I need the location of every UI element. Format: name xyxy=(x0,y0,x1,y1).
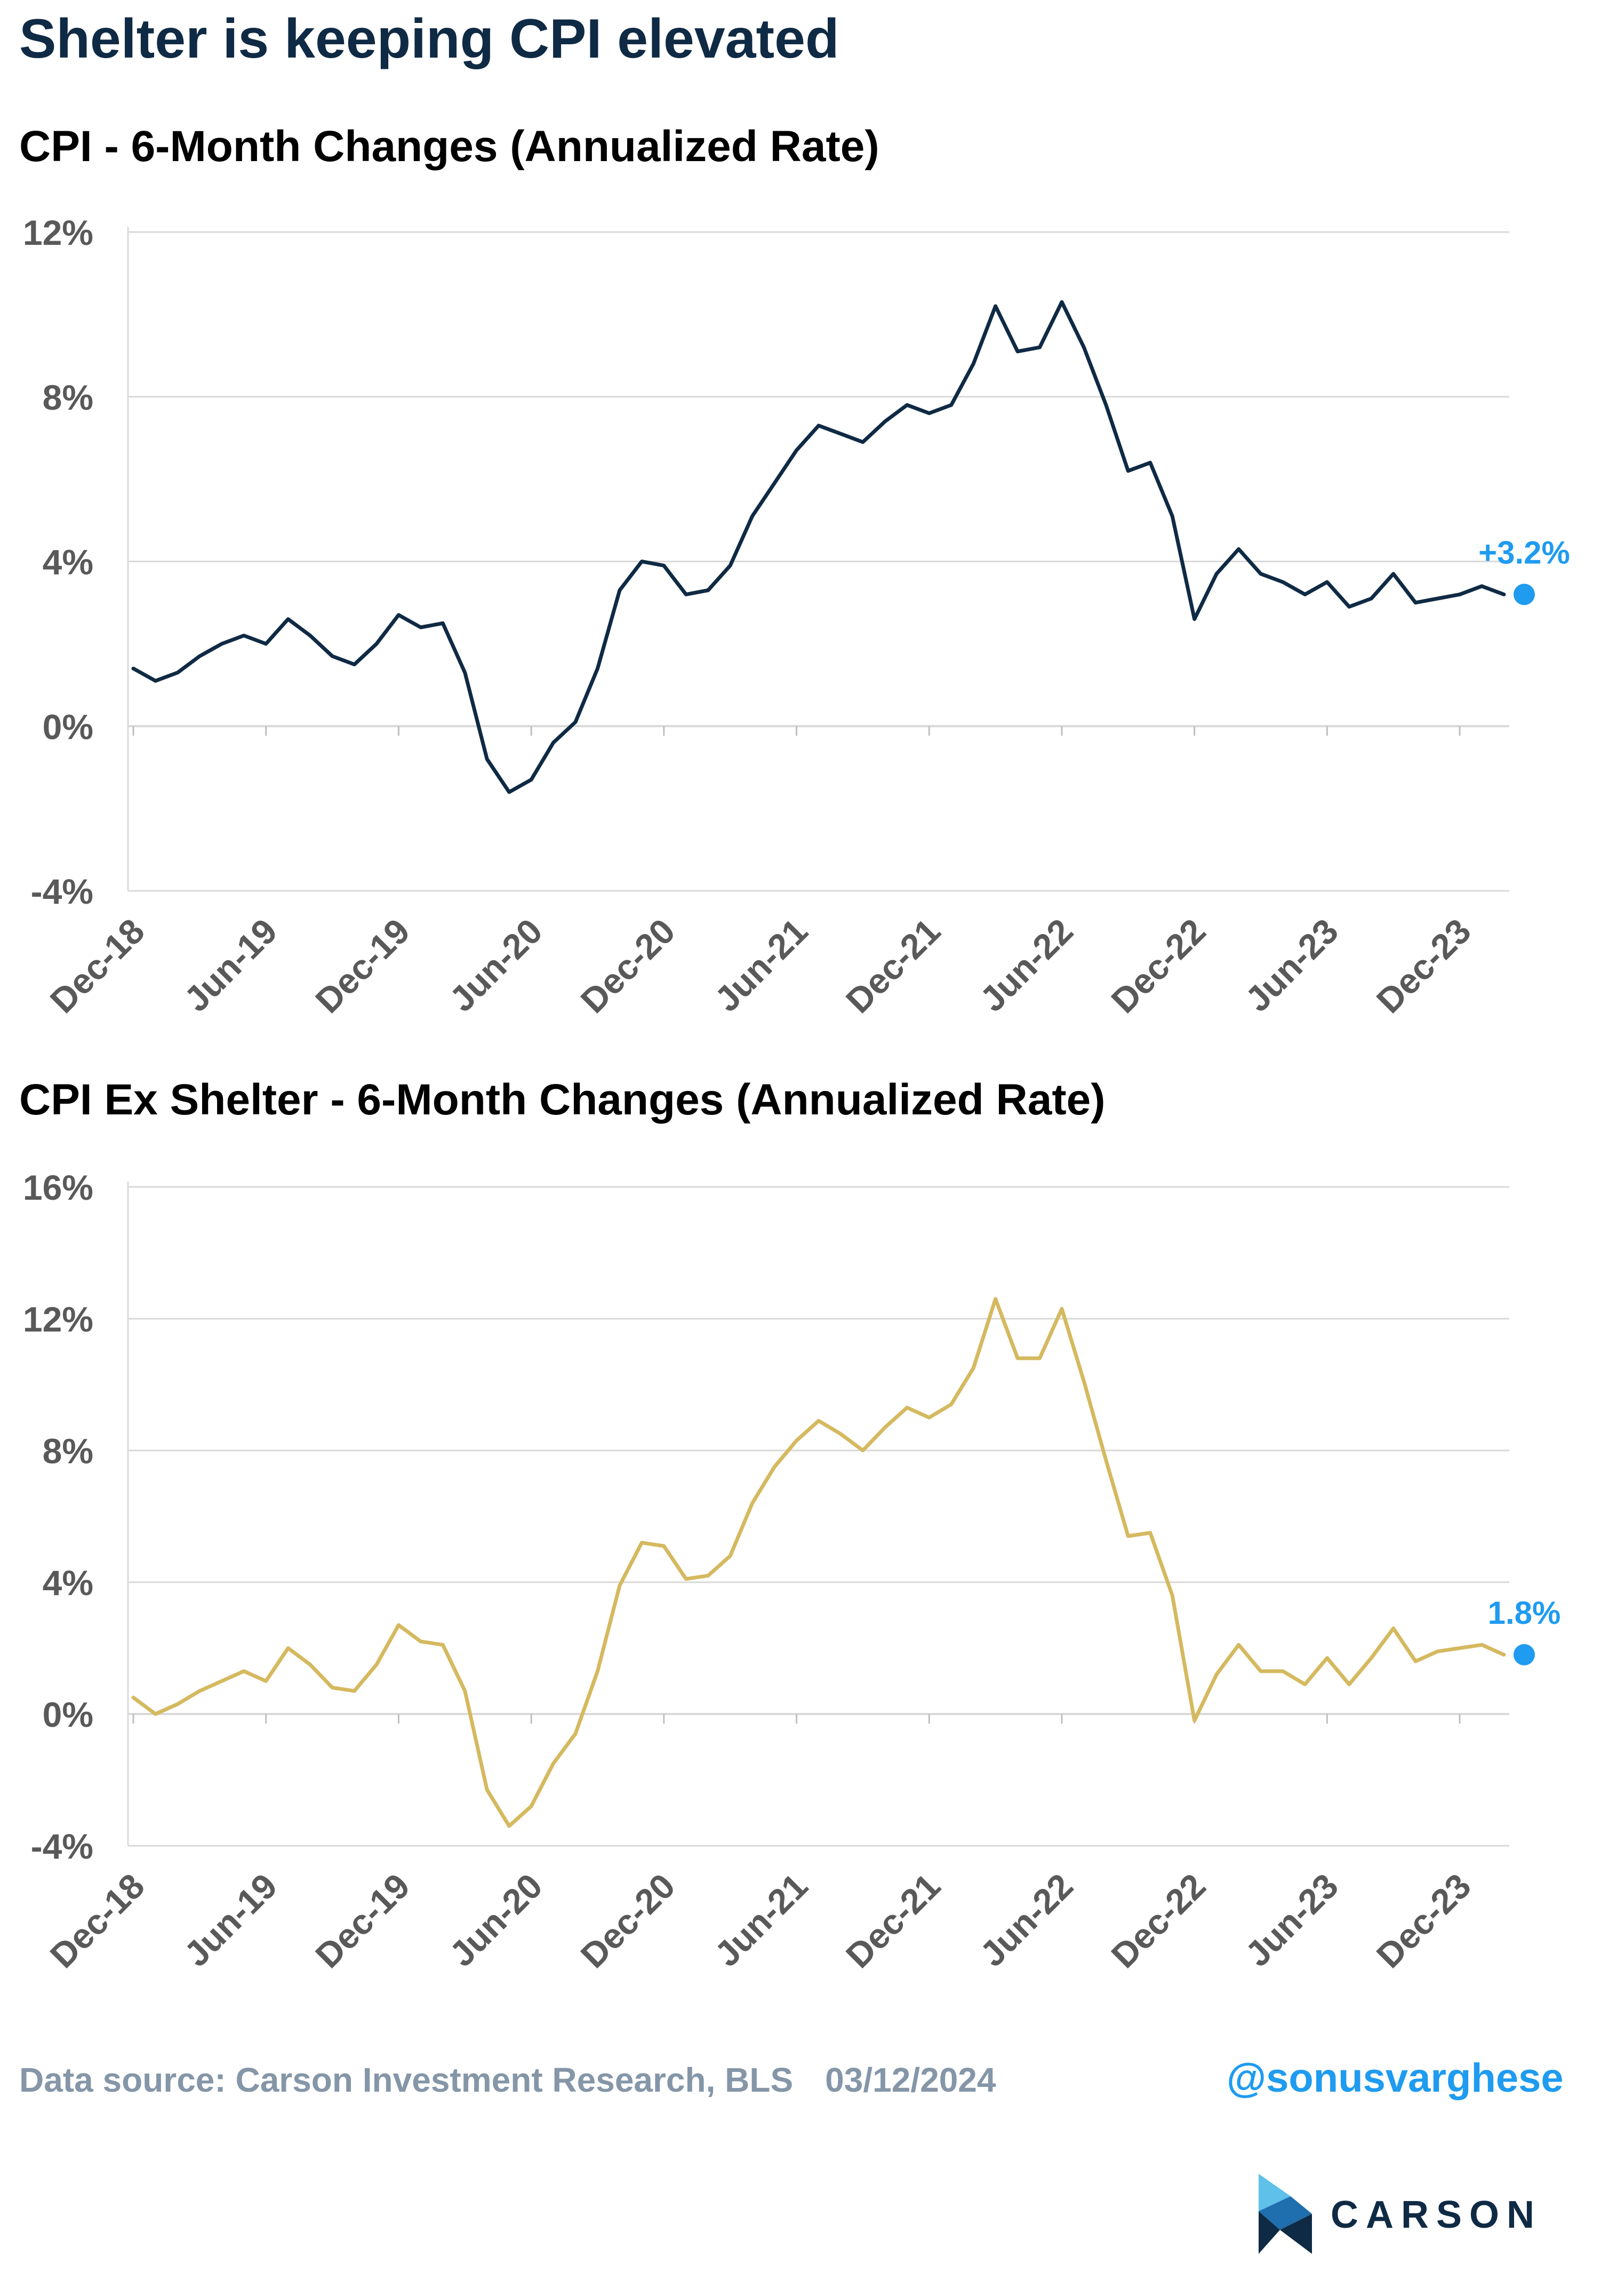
cpi-ex-shelter-x-tick-label: Jun-19 xyxy=(177,1866,285,1974)
cpi-y-tick-label: 12% xyxy=(23,213,93,252)
cpi-ex-shelter-end-value-label: 1.8% xyxy=(1488,1595,1561,1631)
cpi-y-tick-label: 4% xyxy=(43,543,93,582)
cpi-ex-shelter-y-tick-label: 4% xyxy=(43,1563,93,1603)
cpi-x-tick-label: Jun-23 xyxy=(1238,911,1346,1019)
cpi-x-tick-label: Dec-22 xyxy=(1103,911,1213,1021)
cpi-ex-shelter-x-tick-label: Dec-23 xyxy=(1369,1866,1478,1975)
cpi-ex-shelter-x-tick-label: Dec-21 xyxy=(838,1866,948,1975)
cpi-ex-shelter-series-line xyxy=(131,1297,1506,1828)
cpi-ex-shelter-line-chart: 16%12%8%4%0%-4%Dec-18 Jun-19 Dec-19 Jun-20 D… xyxy=(23,1168,1561,1975)
cpi-x-tick-label: Jun-19 xyxy=(177,911,285,1019)
cpi-ex-shelter-y-tick-label: 8% xyxy=(43,1431,93,1471)
cpi-y-tick-label: -4% xyxy=(31,872,93,911)
cpi-x-tick-label: Jun-21 xyxy=(707,911,815,1019)
cpi-ex-shelter-y-tick-label: 16% xyxy=(23,1168,93,1207)
cpi-end-value-label: +3.2% xyxy=(1478,535,1570,570)
cpi-ex-shelter-x-tick-label: Jun-21 xyxy=(707,1866,815,1974)
cpi-ex-shelter-y-tick-label: -4% xyxy=(31,1827,93,1866)
carson-logo-text: CARSON xyxy=(1331,2194,1542,2236)
chart-title-cpi-ex-shelter: CPI Ex Shelter - 6-Month Changes (Annual… xyxy=(19,1075,1106,1124)
cpi-ex-shelter-y-tick-label: 0% xyxy=(43,1695,93,1734)
cpi-ex-shelter-x-tick-label: Dec-20 xyxy=(573,1866,682,1975)
cpi-x-tick-label: Dec-19 xyxy=(308,911,417,1021)
cpi-series-line xyxy=(131,300,1506,794)
carson-logo-icon xyxy=(1259,2174,1312,2254)
data-date: 03/12/2024 xyxy=(825,2061,996,2099)
chart-title-cpi: CPI - 6-Month Changes (Annualized Rate) xyxy=(19,122,879,171)
page-headline: Shelter is keeping CPI elevated xyxy=(19,8,839,70)
cpi-x-tick-label: Dec-21 xyxy=(838,911,948,1021)
cpi-ex-shelter-x-tick-label: Dec-19 xyxy=(308,1866,417,1975)
cpi-x-tick-label: Dec-23 xyxy=(1369,911,1478,1021)
data-source-note: Data source: Carson Investment Research,… xyxy=(19,2060,1028,2100)
author-handle: @sonusvarghese xyxy=(1227,2055,1564,2101)
cpi-x-tick-label: Dec-18 xyxy=(43,911,152,1021)
cpi-ex-shelter-end-marker xyxy=(1514,1644,1535,1665)
cpi-x-tick-label: Jun-20 xyxy=(442,911,550,1019)
cpi-ex-shelter-x-tick-label: Dec-22 xyxy=(1103,1866,1213,1975)
cpi-ex-shelter-x-tick-label: Jun-22 xyxy=(972,1866,1080,1974)
cpi-x-tick-label: Dec-20 xyxy=(573,911,682,1021)
cpi-y-tick-label: 8% xyxy=(43,378,93,417)
cpi-ex-shelter-x-tick-label: Jun-20 xyxy=(442,1866,550,1974)
data-source-text: Data source: Carson Investment Research,… xyxy=(19,2061,794,2099)
cpi-line-chart: 12%8%4%0%-4%Dec-18 Jun-19 Dec-19 Jun-20 Dec-… xyxy=(23,213,1570,1021)
cpi-ex-shelter-x-tick-label: Dec-18 xyxy=(43,1866,152,1975)
cpi-ex-shelter-y-tick-label: 12% xyxy=(23,1300,93,1339)
cpi-end-marker xyxy=(1514,584,1535,605)
cpi-y-tick-label: 0% xyxy=(43,707,93,746)
carson-logo: CARSON xyxy=(1259,2174,1557,2254)
cpi-x-tick-label: Jun-22 xyxy=(972,911,1080,1019)
cpi-ex-shelter-x-tick-label: Jun-23 xyxy=(1238,1866,1346,1974)
